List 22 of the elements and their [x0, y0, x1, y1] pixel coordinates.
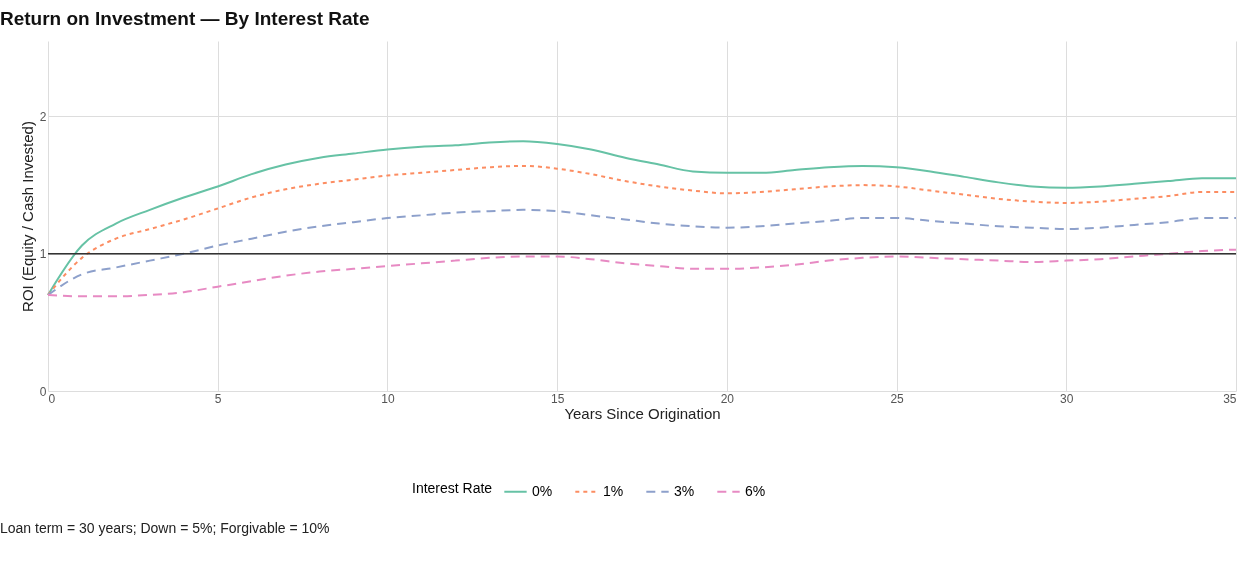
- x-tick-label: 10: [381, 391, 395, 406]
- x-tick-label: 30: [1060, 391, 1074, 406]
- legend-title: Interest Rate: [412, 480, 493, 496]
- y-tick-label: 2: [39, 109, 47, 124]
- x-axis-title: Years Since Origination: [564, 404, 721, 422]
- x-tick-label: 15: [550, 391, 565, 406]
- x-tick-label: 5: [214, 391, 222, 406]
- legend-label: 3%: [674, 482, 695, 499]
- legend-label: 0%: [532, 482, 553, 499]
- line-series: [47, 248, 1237, 298]
- x-tick-label: 20: [720, 391, 735, 406]
- x-tick-label: 25: [890, 391, 905, 406]
- line-series: [47, 164, 1237, 296]
- legend-label: 1%: [603, 482, 624, 499]
- legend-label: 6%: [745, 482, 766, 499]
- text: Loan term = 30 years; Down = 5%; Forgivable = 10%: [0, 520, 330, 536]
- x-tick-label: 35: [1223, 391, 1237, 406]
- line-series: [47, 140, 1237, 296]
- y-axis-title: ROI (Equity / Cash Invested): [18, 121, 36, 312]
- y-tick-label: 1: [39, 247, 47, 262]
- line-series: [47, 208, 1237, 296]
- chart-title: Return on Investment — By Interest Rate: [0, 8, 370, 29]
